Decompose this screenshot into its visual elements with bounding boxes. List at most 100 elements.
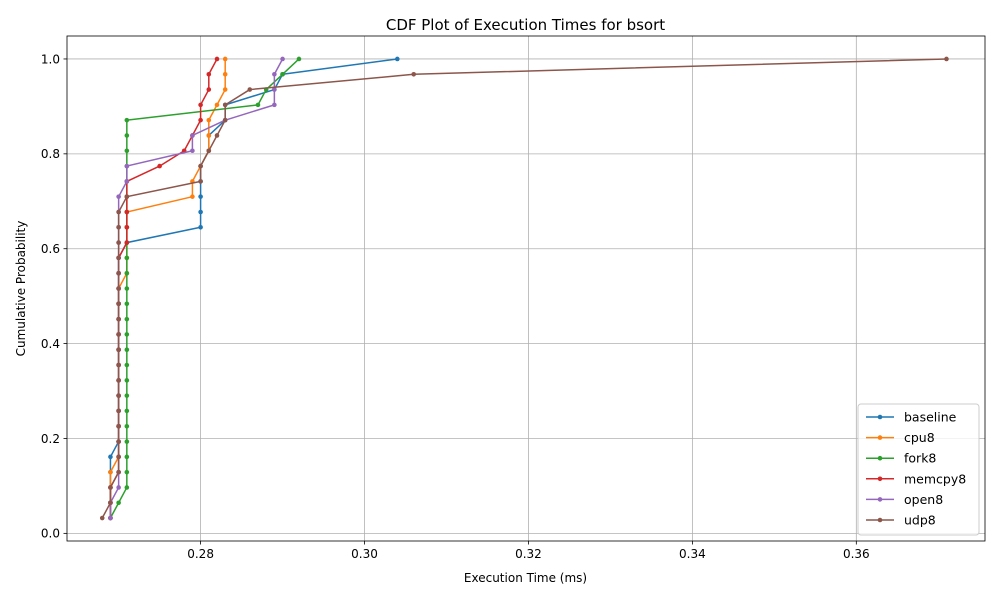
data-point-open8: [272, 87, 277, 92]
data-point-baseline: [395, 56, 400, 62]
x-tick-label: 0.36: [843, 547, 870, 561]
data-point-baseline: [198, 194, 203, 199]
grid-lines: [67, 36, 985, 541]
legend-marker: [877, 455, 883, 461]
data-point-cpu8: [222, 71, 228, 77]
data-point-udp8: [116, 439, 121, 444]
data-point-udp8: [108, 500, 113, 506]
data-point-udp8: [116, 209, 121, 215]
legend-item-memcpy8: memcpy8: [866, 471, 966, 486]
y-tick-label: 0.8: [41, 147, 60, 161]
data-point-fork8: [124, 133, 130, 138]
data-point-udp8: [116, 270, 121, 276]
data-point-udp8: [116, 332, 121, 337]
data-point-memcpy8: [124, 240, 130, 245]
data-point-fork8: [124, 378, 130, 383]
data-point-fork8: [124, 316, 130, 322]
data-point-baseline: [198, 224, 203, 230]
y-axis-title: Cumulative Probability: [14, 221, 28, 357]
data-point-fork8: [124, 148, 130, 154]
data-point-fork8: [116, 500, 121, 506]
data-point-memcpy8: [198, 102, 203, 108]
data-point-memcpy8: [214, 56, 220, 62]
data-point-fork8: [124, 332, 130, 337]
legend-marker: [877, 517, 883, 523]
data-point-udp8: [222, 117, 228, 123]
series-udp8: [99, 56, 949, 521]
legend-item-cpu8: cpu8: [866, 430, 935, 445]
data-point-udp8: [198, 163, 203, 169]
legend-item-fork8: fork8: [866, 451, 936, 466]
data-point-baseline: [108, 454, 113, 460]
y-tick-label: 0.2: [41, 432, 60, 446]
data-point-cpu8: [206, 117, 212, 123]
legend-label: udp8: [904, 513, 936, 528]
data-point-udp8: [944, 56, 949, 62]
data-point-fork8: [124, 485, 130, 490]
data-point-fork8: [124, 423, 130, 429]
data-point-memcpy8: [198, 117, 203, 123]
data-point-cpu8: [206, 133, 212, 138]
data-point-fork8: [124, 255, 130, 261]
data-point-udp8: [99, 515, 105, 521]
data-point-udp8: [116, 469, 121, 475]
data-point-memcpy8: [206, 87, 212, 92]
legend-item-open8: open8: [866, 492, 943, 507]
data-point-memcpy8: [124, 224, 130, 230]
data-point-fork8: [124, 408, 130, 414]
data-point-memcpy8: [206, 71, 212, 77]
data-point-open8: [272, 71, 277, 77]
data-point-cpu8: [214, 102, 220, 108]
x-tick-label: 0.30: [351, 547, 378, 561]
legend-label: memcpy8: [904, 471, 966, 486]
data-point-open8: [280, 56, 285, 62]
data-point-udp8: [198, 179, 203, 184]
legend-label: open8: [904, 492, 943, 507]
data-point-fork8: [280, 71, 285, 77]
data-point-udp8: [411, 71, 417, 77]
data-point-fork8: [255, 102, 261, 108]
data-point-fork8: [124, 347, 130, 353]
legend-marker: [877, 497, 883, 502]
data-point-open8: [116, 194, 121, 199]
plot-frame: [66, 35, 986, 542]
data-point-udp8: [116, 423, 121, 429]
legend: baseline cpu8 fork8 memcpy8 open8 udp8: [857, 403, 980, 536]
data-point-open8: [116, 485, 121, 490]
data-point-fork8: [124, 439, 130, 444]
legend-item-udp8: udp8: [866, 513, 936, 528]
data-point-udp8: [116, 286, 121, 291]
legend-marker: [877, 435, 883, 440]
legend-label: baseline: [904, 410, 957, 425]
data-point-udp8: [116, 316, 121, 322]
data-point-cpu8: [222, 87, 228, 92]
legend-marker: [877, 476, 883, 482]
data-point-open8: [108, 515, 113, 521]
data-point-udp8: [116, 408, 121, 414]
data-point-udp8: [116, 454, 121, 460]
data-point-open8: [124, 179, 130, 184]
data-point-open8: [190, 133, 195, 138]
y-tick-label: 0.4: [41, 337, 60, 351]
y-tick-label: 1.0: [41, 52, 60, 66]
x-tick-label: 0.28: [187, 547, 214, 561]
data-point-fork8: [124, 117, 130, 123]
legend-label: fork8: [904, 451, 936, 466]
legend-item-baseline: baseline: [866, 410, 957, 425]
data-point-udp8: [124, 194, 130, 199]
data-point-open8: [190, 148, 195, 154]
x-tick-label: 0.32: [515, 547, 542, 561]
y-tick-label: 0.0: [41, 527, 60, 541]
data-point-udp8: [116, 240, 121, 245]
data-point-udp8: [116, 362, 121, 368]
y-tick-label: 0.6: [41, 242, 60, 256]
data-point-cpu8: [222, 56, 228, 62]
data-point-fork8: [124, 454, 130, 460]
data-point-udp8: [116, 347, 121, 353]
data-point-udp8: [206, 148, 212, 154]
data-point-fork8: [296, 56, 302, 62]
data-point-udp8: [108, 485, 113, 490]
data-point-fork8: [124, 270, 130, 276]
